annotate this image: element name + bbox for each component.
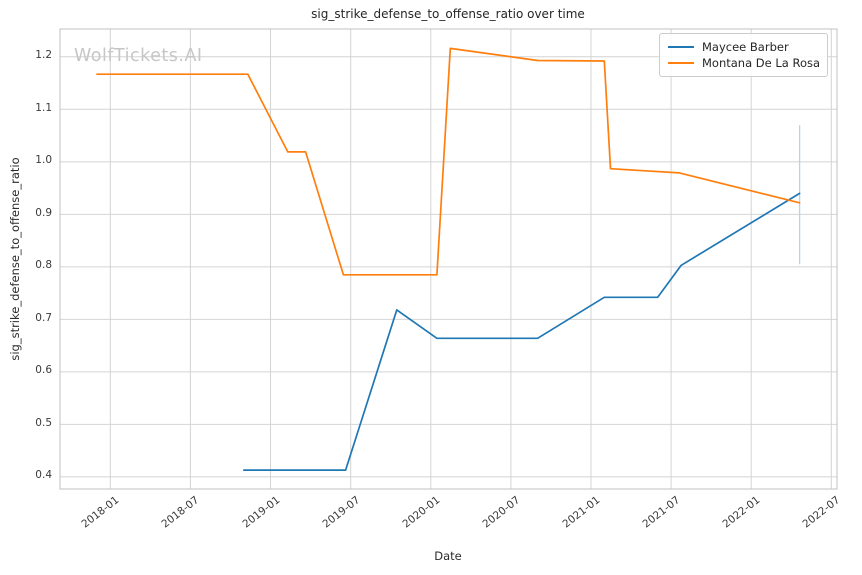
legend-line-sample <box>668 62 694 64</box>
series-line-maycee-barber <box>242 192 801 471</box>
y-tick-label: 1.0 <box>35 154 52 167</box>
legend-label: Maycee Barber <box>702 40 789 54</box>
legend-label: Montana De La Rosa <box>702 56 821 70</box>
plot-border <box>59 28 838 490</box>
legend: Maycee Barber Montana De La Rosa <box>659 33 828 77</box>
y-tick-label: 0.7 <box>35 311 52 324</box>
watermark: WolfTickets.AI <box>74 46 203 66</box>
chart-title: sig_strike_defense_to_offense_ratio over… <box>311 7 585 21</box>
legend-item: Maycee Barber <box>668 39 819 55</box>
legend-line-sample <box>668 46 694 48</box>
x-axis-label: Date <box>434 549 462 563</box>
series-line-montana-de-la-rosa <box>96 47 801 276</box>
y-tick-label: 0.9 <box>35 206 52 219</box>
y-tick-label: 1.2 <box>35 49 52 62</box>
y-tick-label: 1.1 <box>35 101 52 114</box>
y-tick-label: 0.8 <box>35 259 52 272</box>
y-tick-label: 0.5 <box>35 416 52 429</box>
y-tick-label: 0.4 <box>35 469 52 482</box>
y-tick-label: 0.6 <box>35 364 52 377</box>
legend-item: Montana De La Rosa <box>668 55 821 71</box>
